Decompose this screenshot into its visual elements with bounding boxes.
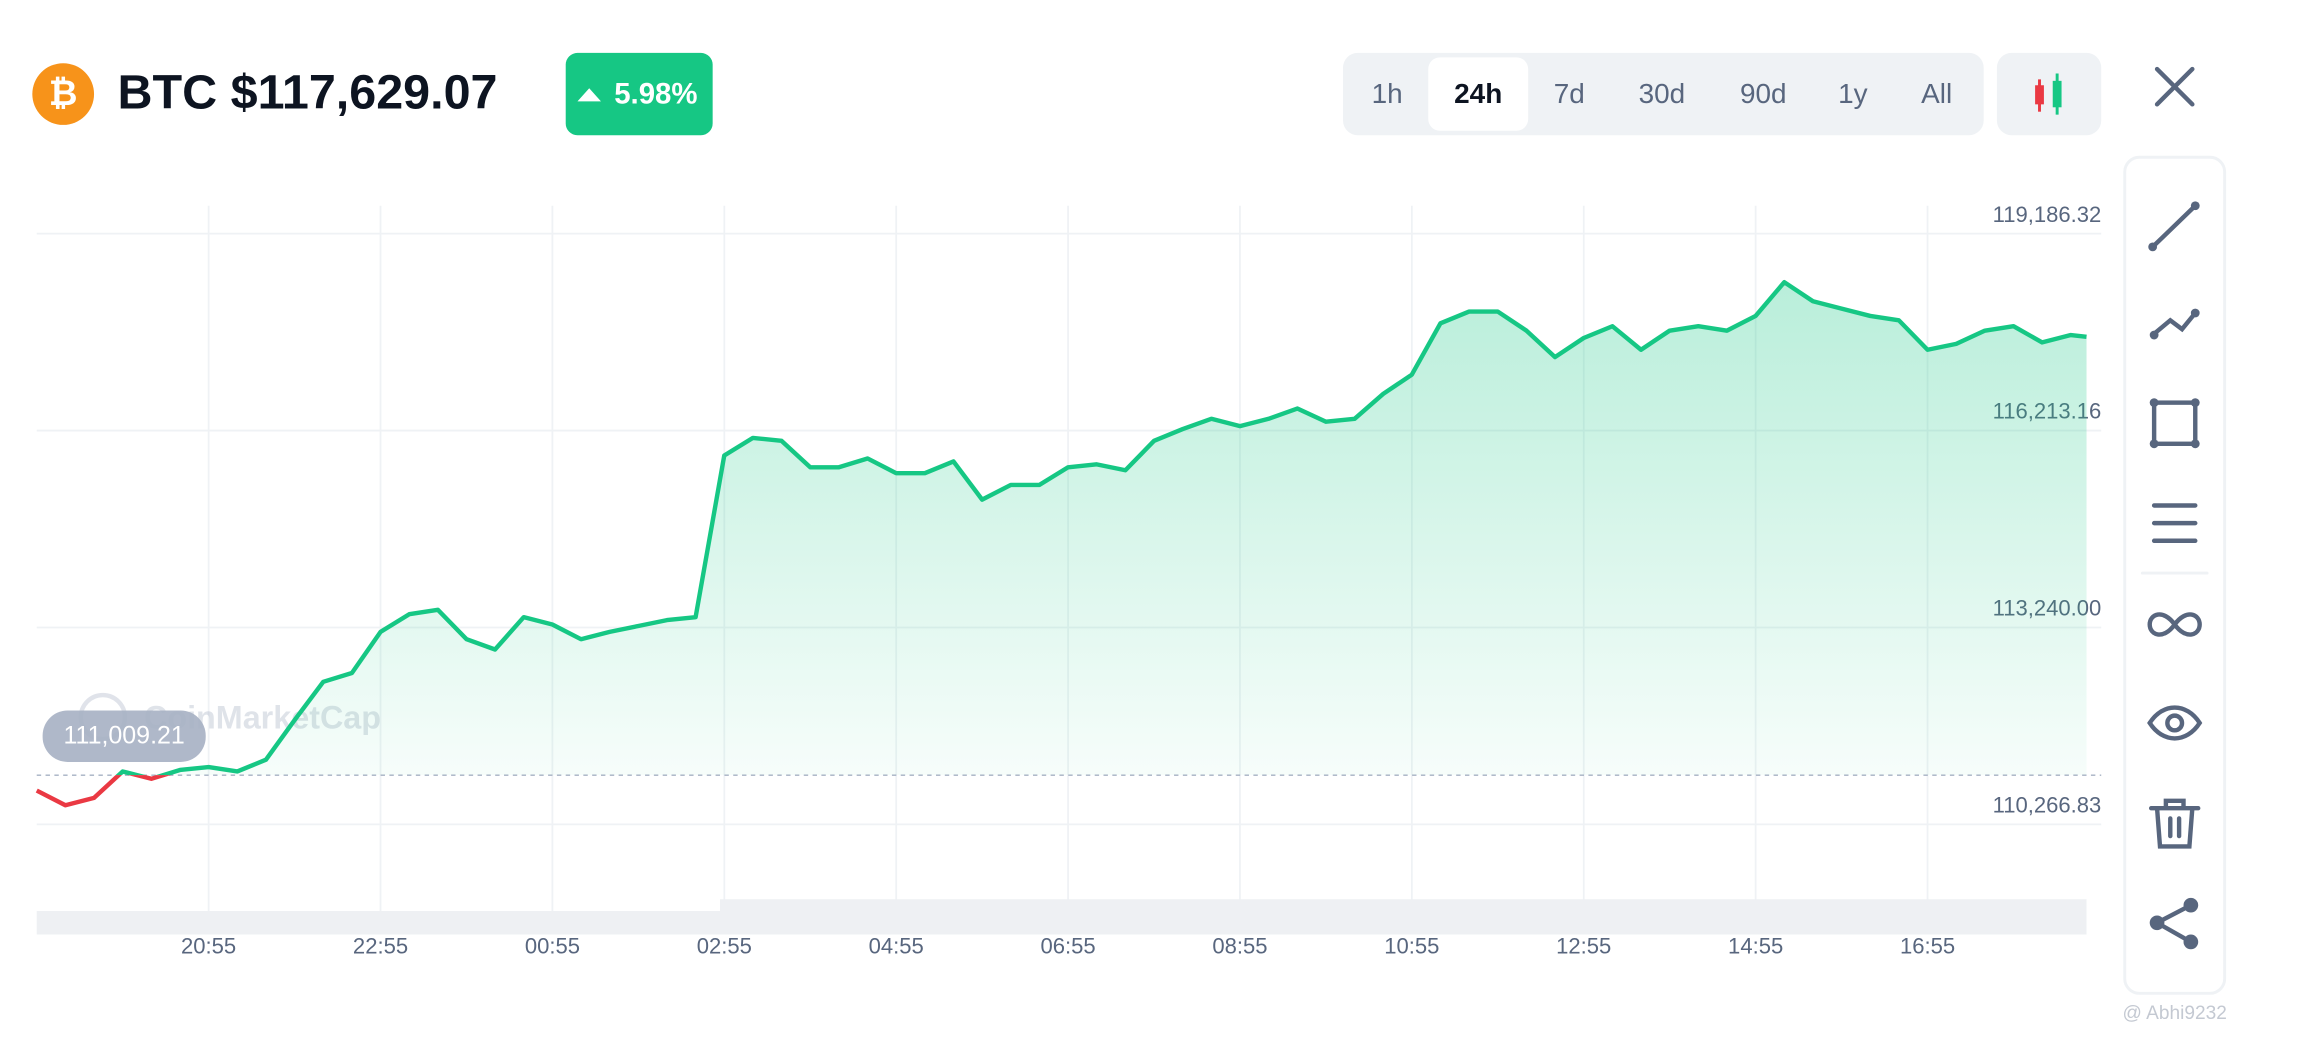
- timeframe-button[interactable]: All: [1921, 78, 1952, 109]
- rect-tool[interactable]: [2151, 400, 2198, 446]
- timeframe-button[interactable]: 30d: [1639, 78, 1686, 109]
- volume-bars: [36, 899, 2087, 935]
- path-tool[interactable]: [2150, 310, 2198, 338]
- timeframe-button[interactable]: 1y: [1838, 78, 1868, 109]
- timeframe-button[interactable]: 24h: [1454, 78, 1502, 109]
- change-text: 5.98%: [614, 77, 697, 110]
- line-tool[interactable]: [2150, 203, 2198, 250]
- btc-icon: [32, 63, 95, 125]
- candle-button[interactable]: [1996, 52, 2102, 136]
- x-tick-label: 14:55: [1728, 934, 1783, 959]
- price-line: [115, 279, 2087, 776]
- y-tick-label: 119,186.32: [1993, 202, 2102, 227]
- x-tick-label: 20:55: [181, 934, 236, 959]
- x-tick-label: 06:55: [1041, 934, 1096, 959]
- x-tick-label: 10:55: [1384, 934, 1439, 959]
- visibility-tool[interactable]: [2147, 705, 2203, 741]
- close-button[interactable]: [2154, 66, 2195, 107]
- change-badge: [565, 52, 713, 136]
- toolbar: [2123, 155, 2227, 995]
- x-tick-label: 02:55: [697, 934, 752, 959]
- y-tick-label: 110,266.83: [1993, 793, 2102, 818]
- timeframe-active: [1428, 57, 1529, 131]
- x-tick-label: 08:55: [1212, 934, 1267, 959]
- credit: @ Abhi9232: [2123, 1003, 2227, 1024]
- x-tick-label: 00:55: [525, 934, 580, 959]
- fib-tool[interactable]: [2151, 503, 2198, 543]
- delete-tool[interactable]: [2148, 798, 2201, 849]
- x-tick-label: 16:55: [1900, 934, 1955, 959]
- reference-label: 111,009.21: [64, 722, 185, 750]
- btc-glyph: ₿: [49, 74, 78, 113]
- up-arrow: [577, 88, 601, 102]
- x-tick-label: 04:55: [869, 934, 924, 959]
- timeframe-button[interactable]: 90d: [1740, 78, 1787, 109]
- area: [118, 282, 2087, 776]
- magnet-tool[interactable]: [2147, 612, 2202, 637]
- timeframe-button[interactable]: 1h: [1372, 78, 1403, 109]
- reference-badge: [42, 710, 206, 762]
- x-tick-label: 12:55: [1556, 934, 1611, 959]
- candle-icon: [2035, 73, 2062, 115]
- timeframe-button[interactable]: 7d: [1554, 78, 1585, 109]
- x-tick-label: 22:55: [353, 934, 408, 959]
- title: BTC $117,629.07: [118, 65, 498, 119]
